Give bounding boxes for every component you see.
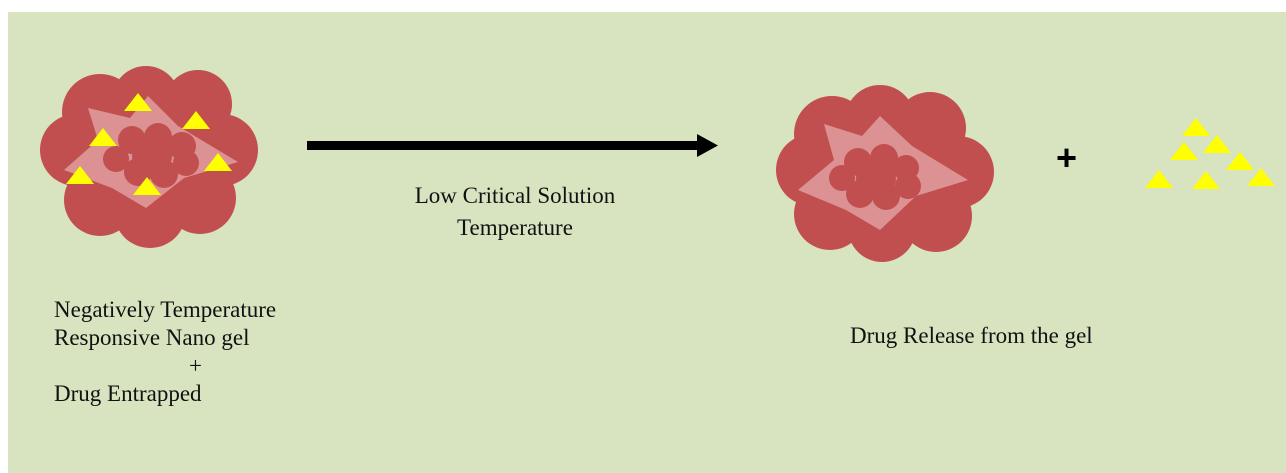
nanogel-with-drug (40, 66, 258, 248)
left-caption-line2: Responsive Nano gel (54, 325, 250, 350)
nanogel-empty (776, 85, 994, 262)
arrow-label-line1: Low Critical Solution (414, 183, 616, 208)
entrapped-drug-molecules (66, 93, 232, 195)
gel-inner-cluster (103, 123, 199, 188)
right-caption: Drug Release from the gel (850, 323, 1093, 348)
transition-arrow (307, 134, 718, 157)
left-caption-plus: + (189, 353, 202, 378)
gel-inner-cluster (829, 144, 921, 210)
arrow-label-line2: Temperature (457, 215, 573, 240)
arrow-label: Low Critical Solution Temperature (345, 182, 685, 242)
left-caption: Negatively Temperature Responsive Nano g… (54, 296, 276, 408)
left-caption-line3: Drug Entrapped (54, 381, 202, 406)
released-drug-molecules (1145, 118, 1275, 189)
plus-sign: + (1056, 137, 1078, 178)
left-caption-line1: Negatively Temperature (54, 297, 277, 322)
